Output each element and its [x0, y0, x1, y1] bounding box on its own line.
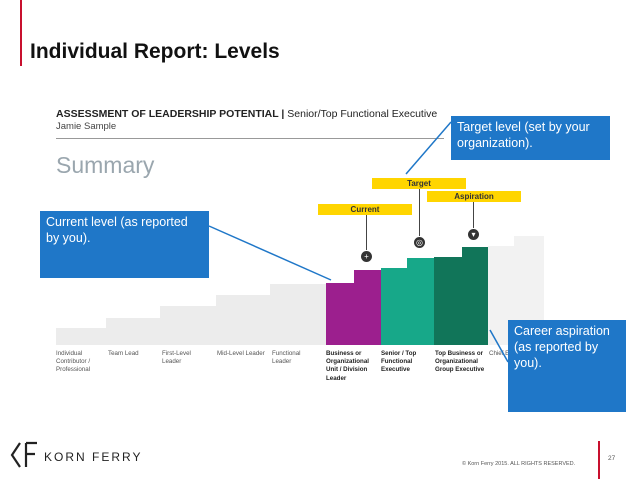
step-aspiration-upper	[462, 247, 488, 345]
step-team-lead	[106, 318, 160, 345]
page-number: 27	[608, 455, 616, 462]
korn-ferry-logo-icon	[10, 441, 37, 468]
step-first-level	[160, 306, 216, 345]
step-target	[381, 268, 407, 345]
target-pointer-line	[419, 189, 420, 237]
aspiration-pointer-line	[473, 202, 474, 230]
current-level-callout: Current level (as reported by you).	[40, 211, 209, 278]
level-label-team-lead: Team Lead	[108, 350, 139, 357]
level-label-first-level: First-Level Leader	[162, 350, 191, 366]
tag-target: Target	[372, 178, 466, 189]
level-label-top-business: Top Business or Organizational Group Exe…	[435, 350, 485, 374]
level-label-functional-leader: Functional Leader	[272, 350, 301, 366]
aspiration-marker-icon: ▾	[467, 228, 480, 241]
target-level-callout: Target level (set by your organization).	[451, 116, 610, 160]
step-functional-leader	[270, 284, 326, 345]
step-mid-level	[216, 295, 270, 345]
level-label-mid-level: Mid-Level Leader	[217, 350, 265, 357]
level-label-chief-executive: Chief Ex... Officer / Organiz... Executi…	[489, 350, 509, 357]
report-divider	[56, 138, 444, 139]
copyright-text: © Korn Ferry 2015. ALL RIGHTS RESERVED.	[462, 461, 576, 467]
accent-rule-left	[20, 0, 22, 66]
tag-current: Current	[318, 204, 412, 215]
current-marker-icon: +	[360, 250, 373, 263]
level-label-senior-functional: Senior / Top Functional Executive	[381, 350, 417, 374]
step-aspiration	[434, 257, 462, 345]
report-header-separator: |	[278, 108, 288, 120]
level-label-individual-contributor: Individual Contributor / Professional	[56, 350, 91, 374]
report-header-level: Senior/Top Functional Executive	[287, 108, 438, 120]
target-callout-connector	[405, 121, 452, 175]
aspiration-callout-connector	[489, 329, 509, 363]
step-target-upper	[407, 258, 434, 345]
step-individual-contributor	[56, 328, 106, 345]
slide-title: Individual Report: Levels	[30, 40, 280, 63]
step-current	[326, 283, 354, 345]
tag-aspiration: Aspiration	[427, 191, 521, 202]
report-person-name: Jamie Sample	[56, 121, 117, 132]
accent-rule-right	[598, 441, 600, 479]
career-aspiration-callout: Career aspiration (as reported by you).	[508, 320, 626, 412]
brand-name: KORN FERRY	[44, 450, 143, 464]
target-marker-icon: ◎	[413, 236, 426, 249]
current-pointer-line	[366, 215, 367, 251]
report-header: ASSESSMENT OF LEADERSHIP POTENTIAL | Sen…	[56, 108, 437, 120]
summary-heading: Summary	[56, 152, 155, 178]
current-callout-connector	[208, 225, 332, 281]
level-label-business-unit: Business or Organizational Unit / Divisi…	[326, 350, 369, 382]
step-current-upper	[354, 270, 381, 345]
report-header-bold: ASSESSMENT OF LEADERSHIP POTENTIAL	[56, 108, 279, 120]
